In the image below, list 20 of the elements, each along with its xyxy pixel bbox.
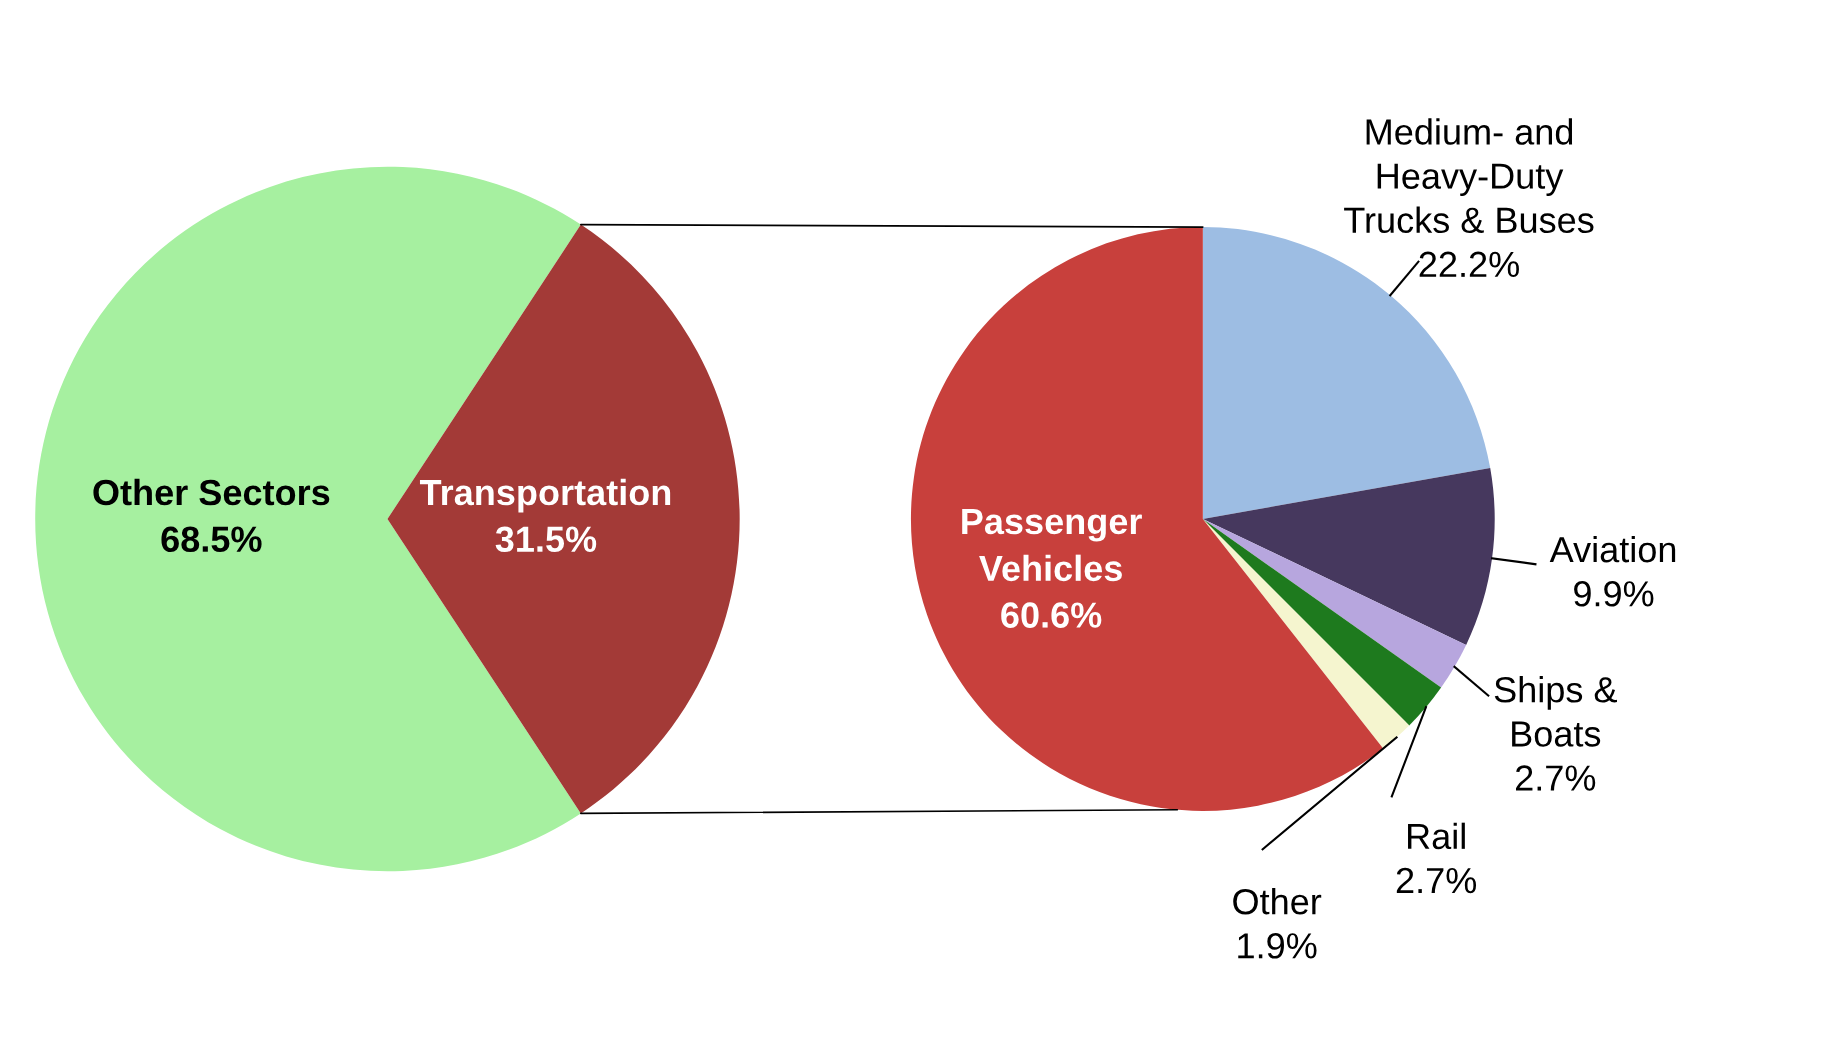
pie-slice xyxy=(1202,519,1442,726)
data-label: 2.7% xyxy=(1396,867,1477,894)
data-label: 22.2% xyxy=(1419,251,1519,278)
pie-slice xyxy=(387,224,740,814)
slice-label: Ships & Boats xyxy=(1494,676,1617,747)
slice-label: Other xyxy=(1233,887,1322,915)
slice-label: Transportation xyxy=(419,478,671,513)
data-label: 60.6% xyxy=(1001,602,1102,628)
pie-slice xyxy=(1202,519,1467,688)
slice-label: Medium- and Heavy-Duty Trucks & Buses xyxy=(1344,118,1594,234)
data-label: 68.5% xyxy=(161,526,262,553)
slice-label: Rail xyxy=(1408,822,1465,850)
slice-label: Other Sectors xyxy=(93,478,330,506)
slice-label: Passenger Vehicles xyxy=(962,509,1142,582)
slice-label: Aviation xyxy=(1549,535,1676,563)
pie-slice xyxy=(1202,467,1495,645)
data-label: 31.5% xyxy=(495,526,597,553)
data-label: 1.9% xyxy=(1238,933,1317,959)
data-label: 2.7% xyxy=(1516,765,1596,791)
data-label: 9.9% xyxy=(1574,581,1654,607)
